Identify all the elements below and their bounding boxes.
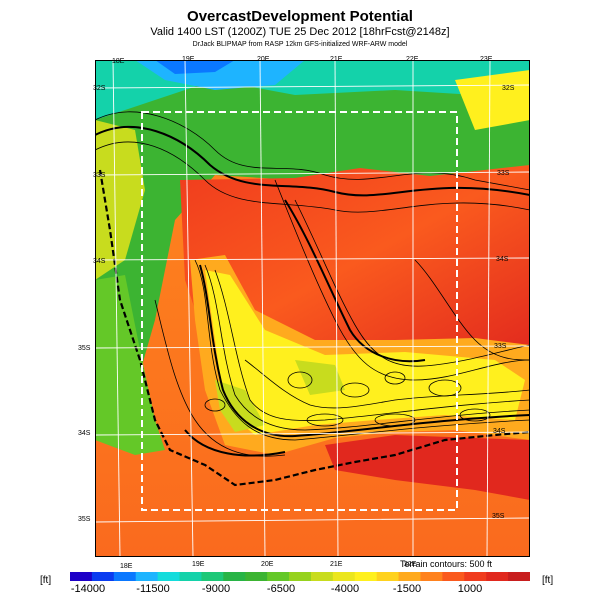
lon-label-top-19e: 19E xyxy=(182,56,195,63)
colorbar-swatch xyxy=(179,572,202,581)
lat-label-right-4: 33S xyxy=(494,343,507,350)
lon-label-bottom-20e: 20E xyxy=(261,561,274,568)
colorbar-swatch xyxy=(464,572,487,581)
colorbar-swatch xyxy=(157,572,181,581)
lat-label-left-3: 34S xyxy=(93,258,106,265)
lat-label-right-3: 34S xyxy=(496,256,509,263)
colorbar-swatch xyxy=(508,572,530,581)
lon-label-top-23e: 23E xyxy=(480,56,493,63)
colorbar-swatch xyxy=(486,572,509,581)
forecast-map[interactable] xyxy=(95,60,530,557)
west-coast-green xyxy=(95,275,165,455)
lat-label-right-5: 34S xyxy=(493,428,506,435)
colorbar-swatch xyxy=(376,572,400,581)
north-green-band xyxy=(95,60,530,400)
colorbar-tick-5: -4000 xyxy=(330,583,360,595)
lon-label-bottom-19e: 19E xyxy=(192,561,205,568)
lon-label-top-18e: 18E xyxy=(112,58,125,65)
central-lime-patches xyxy=(215,360,345,432)
lon-label-bottom-22e: 22E xyxy=(404,561,417,568)
colorbar-tick-4: -6500 xyxy=(266,583,296,595)
lat-lon-grid xyxy=(95,60,530,557)
colorbar-swatch xyxy=(113,572,137,581)
colorbar-swatch xyxy=(245,572,268,581)
colorbar-swatch xyxy=(442,572,465,581)
lat-label-right-6: 35S xyxy=(492,513,505,520)
colorbar-unit-left: [ft] xyxy=(40,575,52,586)
terrain-contours-bold xyxy=(95,126,530,457)
lon-label-top-22e: 22E xyxy=(406,56,419,63)
lon-label-top-20e: 20E xyxy=(257,56,270,63)
inner-domain-box xyxy=(141,111,458,511)
colorbar-tick-1: -14000 xyxy=(70,583,106,595)
colorbar-tick-6: -1500 xyxy=(392,583,422,595)
colorbar-swatch xyxy=(398,572,421,581)
colorbar-swatch xyxy=(267,572,290,581)
colorbar-swatch xyxy=(332,572,356,581)
coastline xyxy=(98,169,530,487)
colorbar-swatch xyxy=(135,572,159,581)
colorbar-swatch xyxy=(354,572,378,581)
lon-label-top-21e: 21E xyxy=(330,56,343,63)
terrain-contour-note: Terrain contours: 500 ft xyxy=(400,559,493,569)
model-credit: DrJack BLIPMAP from RASP 12km GFS-initia… xyxy=(192,41,408,48)
valid-time-subtitle: Valid 1400 LST (1200Z) TUE 25 Dec 2012 [… xyxy=(150,26,450,38)
map-frame xyxy=(95,60,530,557)
colorbar-swatch xyxy=(289,572,312,581)
central-yellow-zone xyxy=(205,270,525,435)
terrain-contours xyxy=(95,111,530,457)
colorbar-unit-right: [ft] xyxy=(542,575,554,586)
colorbar xyxy=(70,572,530,581)
colorbar-swatch xyxy=(201,572,224,581)
colorbar-tick-7: 1000 xyxy=(457,583,483,595)
lat-label-right-1: 32S xyxy=(502,85,515,92)
southern-red-strip xyxy=(325,435,530,500)
northwest-yellow-patch xyxy=(95,120,145,280)
north-deep-blue xyxy=(155,60,235,74)
colorbar-tick-2: -11500 xyxy=(136,583,170,595)
lat-label-left-1: 32S xyxy=(93,85,106,92)
colorbar-swatch xyxy=(310,572,334,581)
lat-label-left-2: 33S xyxy=(93,172,106,179)
colorbar-tick-3: -9000 xyxy=(201,583,231,595)
lat-label-left-5: 34S xyxy=(78,430,91,437)
lat-label-left-6: 35S xyxy=(78,516,91,523)
lon-label-bottom-21e: 21E xyxy=(330,561,343,568)
colorbar-swatch xyxy=(420,572,443,581)
map-title: OvercastDevelopment Potential xyxy=(187,8,413,25)
lat-label-right-2: 33S xyxy=(497,170,510,177)
colorbar-swatch xyxy=(70,572,93,581)
lat-label-left-4: 35S xyxy=(78,345,91,352)
central-red-field xyxy=(180,165,530,360)
lon-label-bottom-18e: 18E xyxy=(120,563,133,570)
colorbar-swatch xyxy=(223,572,246,581)
colorbar-swatch xyxy=(91,572,115,581)
